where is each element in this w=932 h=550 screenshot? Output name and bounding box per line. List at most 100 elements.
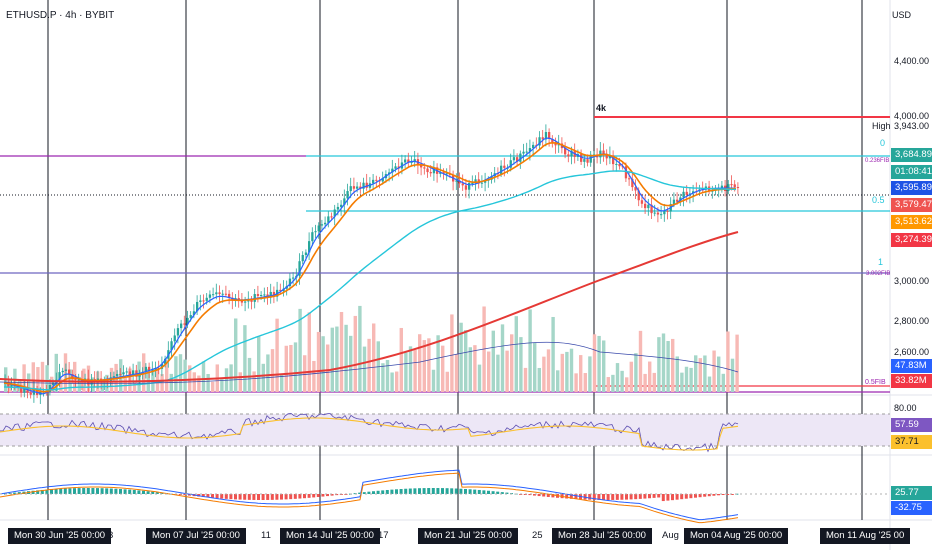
- volume-bar: [395, 371, 399, 392]
- x-label-04aug: Mon 04 Aug '25 00:00: [684, 528, 789, 544]
- currency-label[interactable]: USD: [891, 10, 911, 20]
- volume-bar: [362, 346, 367, 392]
- fib-3002-label: 3.002FIB: [866, 271, 891, 277]
- candle-body: [180, 323, 183, 329]
- volume-bar: [565, 351, 569, 392]
- macd-hist-bar: [280, 494, 283, 500]
- x-label-25: 25: [532, 530, 543, 541]
- volume-bar: [22, 364, 26, 392]
- macd-hist-bar: [362, 492, 366, 494]
- volume-bar: [569, 348, 574, 392]
- macd-hist-bar: [321, 494, 325, 497]
- candle-body: [461, 183, 464, 186]
- candle-body: [647, 204, 650, 209]
- candle-body: [333, 209, 336, 217]
- macd-hist-bar: [602, 494, 605, 500]
- candle-body: [298, 261, 301, 276]
- candle-body: [672, 199, 676, 205]
- volume-bar: [344, 324, 348, 392]
- macd-hist-bar: [666, 494, 670, 501]
- fib-05fib-label: 0.5FIB: [865, 379, 886, 386]
- macd-hist-bar: [427, 488, 431, 494]
- macd-hist-bar: [588, 494, 592, 500]
- candle-body: [455, 180, 458, 182]
- volume-bar: [238, 372, 242, 392]
- macd-hist-bar: [615, 494, 619, 500]
- macd-hist-bar: [335, 494, 339, 496]
- volume-tag-2: 33.82M: [891, 374, 932, 388]
- candle-body: [340, 204, 343, 207]
- x-label-3: 3: [108, 530, 114, 541]
- x-label-17: 17: [378, 530, 389, 541]
- candle-body: [240, 300, 244, 303]
- candle-body: [650, 204, 653, 214]
- volume-bar: [50, 376, 54, 392]
- macd-hist-bar: [275, 494, 279, 500]
- candle-body: [429, 172, 432, 174]
- macd-hist-bar: [482, 490, 486, 494]
- macd-hist-bar: [408, 488, 412, 494]
- price-tick-2600: 2,600.00: [894, 347, 930, 357]
- macd-hist-bar: [454, 488, 458, 494]
- macd-hist-bar: [537, 494, 541, 497]
- volume-bar: [533, 342, 537, 392]
- volume-bar: [510, 334, 514, 392]
- volume-bar: [40, 361, 45, 392]
- volume-bar: [717, 356, 721, 392]
- macd-line: [0, 469, 739, 521]
- candle-body: [250, 300, 253, 302]
- price-tick-4400: 4,400.00: [894, 56, 930, 66]
- macd-hist-bar: [542, 494, 546, 497]
- last-price-tag: 3,595.89: [891, 181, 932, 195]
- countdown-tag: 01:08:41: [891, 165, 932, 179]
- macd-hist-bar: [358, 492, 362, 494]
- volume-bar: [266, 354, 270, 392]
- candle-body: [128, 371, 132, 376]
- candle-body: [116, 374, 119, 377]
- candle-body: [730, 184, 733, 186]
- candle-body: [29, 392, 32, 395]
- candle-body: [468, 182, 471, 190]
- volume-bar: [289, 344, 293, 392]
- macd-hist-bar: [123, 489, 127, 494]
- volume-bar: [307, 312, 311, 392]
- candle-body: [628, 178, 631, 180]
- volume-bar: [579, 355, 583, 392]
- candle-body: [471, 182, 474, 184]
- candle-body: [544, 132, 548, 140]
- volume-bar: [197, 375, 201, 392]
- ema-blue-line: [3, 137, 736, 395]
- macd-hist-bar: [698, 494, 702, 498]
- rsi-tag: 57.59: [891, 418, 932, 432]
- volume-bar: [680, 372, 684, 392]
- volume-bar: [358, 305, 362, 392]
- volume-bar: [36, 367, 40, 392]
- volume-bar: [666, 341, 670, 392]
- candle-body: [519, 153, 522, 162]
- x-label-11: 11: [261, 530, 271, 541]
- x-label-07jul: Mon 07 Jul '25 00:00: [146, 528, 246, 544]
- volume-bar: [385, 359, 390, 392]
- fib-one-label: 1: [878, 257, 884, 267]
- candle-body: [538, 137, 541, 146]
- candle-body: [615, 163, 618, 165]
- candle-body: [330, 216, 333, 218]
- macd-hist-bar: [119, 489, 122, 494]
- candle-body: [199, 300, 202, 302]
- candle-body: [176, 328, 180, 336]
- macd-hist-bar: [703, 494, 707, 497]
- volume-bar: [270, 349, 275, 392]
- candle-body: [148, 366, 151, 371]
- macd-hist-bar: [257, 494, 260, 500]
- macd-hist-bar: [160, 492, 164, 494]
- volume-bar: [404, 352, 408, 392]
- macd-hist-bar: [243, 494, 247, 500]
- macd-hist-bar: [606, 494, 610, 500]
- volume-bar: [45, 365, 49, 392]
- volume-bar: [721, 373, 725, 392]
- volume-bar: [454, 354, 459, 392]
- macd-hist-bar: [625, 494, 628, 500]
- volume-bar: [188, 365, 192, 392]
- macd-hist-bar: [680, 494, 684, 500]
